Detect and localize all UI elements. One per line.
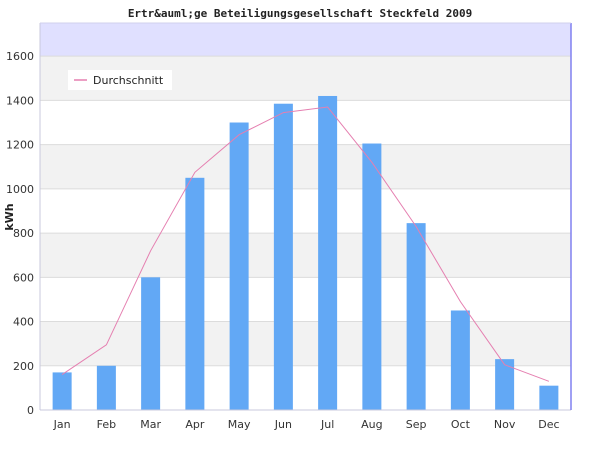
bar-feb [96, 365, 116, 410]
x-tick-label: May [228, 418, 251, 431]
bar-mar [141, 277, 161, 410]
x-tick-label: Dec [538, 418, 559, 431]
bar-oct [450, 310, 470, 410]
bar-may [229, 122, 249, 410]
y-tick-label: 800 [13, 227, 34, 240]
x-tick-label: Mar [140, 418, 161, 431]
y-tick-label: 1600 [6, 50, 34, 63]
bar-nov [495, 359, 515, 410]
background-band [40, 188, 571, 234]
bar-aug [362, 143, 382, 410]
x-tick-label: Nov [494, 418, 516, 431]
y-tick-label: 400 [13, 316, 34, 329]
background-band [40, 233, 571, 278]
background-band [40, 277, 571, 322]
gridlines [40, 55, 571, 367]
legend-label: Durchschnitt [93, 74, 164, 87]
y-tick-label: 0 [27, 404, 34, 417]
bar-apr [185, 177, 205, 410]
chart-title: Ertr&auml;ge Beteiligungsgesellschaft St… [128, 7, 472, 20]
x-tick-label: Jul [320, 418, 334, 431]
x-tick-label: Oct [451, 418, 471, 431]
bar-jul [318, 95, 338, 410]
bar-jun [273, 103, 293, 411]
bar-dec [539, 385, 559, 410]
background-bands [40, 56, 571, 410]
bar-jan [52, 372, 72, 410]
background-band [40, 100, 571, 145]
axes [39, 22, 572, 411]
y-tick-label: 600 [13, 271, 34, 284]
x-tick-label: Apr [185, 418, 205, 431]
y-tick-label: 200 [13, 360, 34, 373]
background-band [40, 321, 571, 366]
x-tick-label: Aug [361, 418, 382, 431]
background-band [40, 365, 571, 410]
bars [52, 95, 559, 411]
x-tick-label: Jun [274, 418, 292, 431]
y-tick-label: 1000 [6, 183, 34, 196]
y-tick-label: 1200 [6, 139, 34, 152]
legend: Durchschnitt [68, 70, 172, 90]
bar-sep [406, 223, 426, 410]
top-band [40, 23, 571, 57]
x-tick-label: Feb [97, 418, 116, 431]
legend-box [68, 70, 172, 90]
y-axis-label: kWh [3, 203, 16, 230]
y-tick-label: 1400 [6, 94, 34, 107]
x-tick-labels: Jan Feb Mar Apr May Jun Jul Aug Sep Oct Nov Dec [53, 418, 560, 431]
x-tick-label: Sep [406, 418, 427, 431]
x-tick-label: Jan [53, 418, 71, 431]
background-band [40, 144, 571, 189]
y-tick-labels: 0 200 400 600 800 1000 1200 1400 1600 [6, 50, 34, 417]
average-line [61, 106, 550, 382]
